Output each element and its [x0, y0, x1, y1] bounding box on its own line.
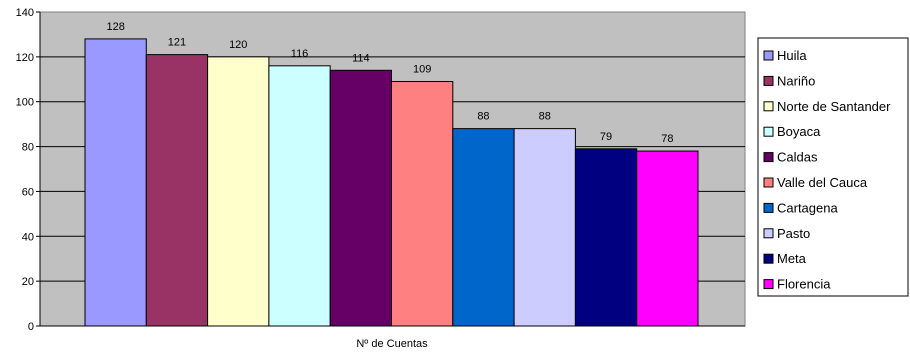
- y-tick-label: 80: [22, 142, 34, 154]
- legend-swatch: [763, 152, 774, 163]
- legend-swatch: [763, 228, 774, 239]
- bar-boyaca: [268, 65, 331, 327]
- bar-pasto: [513, 128, 576, 327]
- data-label: 109: [413, 64, 431, 76]
- data-label: 121: [168, 37, 186, 49]
- bar-nari-o: [145, 54, 209, 327]
- legend-swatch: [763, 126, 774, 137]
- legend-label: Cartagena: [777, 200, 838, 215]
- legend-swatch: [763, 177, 774, 188]
- legend-swatch: [763, 202, 774, 213]
- y-tick-label: 60: [22, 186, 34, 198]
- legend-label: Meta: [777, 251, 807, 266]
- legend-label: Caldas: [777, 150, 818, 165]
- legend-swatch: [763, 50, 774, 61]
- y-tick-label: 0: [28, 321, 34, 333]
- data-label: 116: [291, 48, 309, 60]
- bar-florencia: [636, 150, 699, 327]
- legend-label: Pasto: [777, 226, 810, 241]
- data-label: 120: [229, 39, 247, 51]
- legend-swatch: [763, 279, 774, 290]
- y-tick-label: 100: [16, 97, 34, 109]
- legend-swatch: [763, 253, 774, 264]
- legend-label: Huila: [777, 48, 807, 63]
- bar-norte-de-santander: [207, 56, 270, 327]
- bar-valle-del-cauca: [391, 81, 454, 327]
- legend: Huila Nariño Norte de Santander Boyaca Calda…: [757, 37, 909, 297]
- legend-swatch: [763, 75, 774, 86]
- data-label: 88: [539, 111, 551, 123]
- legend-label: Florencia: [777, 277, 831, 292]
- data-labels: 128 121 120 116 114 109 88 88 79 78: [106, 21, 673, 145]
- bar-caldas: [329, 69, 393, 327]
- x-axis-label: Nº de Cuentas: [356, 338, 428, 350]
- legend-box: [757, 37, 909, 297]
- legend-label: Nariño: [777, 73, 815, 88]
- bar-cartagena: [452, 128, 515, 327]
- data-label: 114: [352, 52, 370, 64]
- y-tick-label: 140: [16, 7, 34, 19]
- legend-label: Boyaca: [777, 124, 821, 139]
- data-label: 88: [477, 111, 489, 123]
- y-axis: 0 20 40 60 80 100 120 140: [16, 7, 745, 333]
- bar-huila: [84, 38, 147, 327]
- data-label: 128: [106, 21, 124, 33]
- data-label: 79: [600, 131, 612, 143]
- data-label: 78: [661, 133, 673, 145]
- legend-swatch: [763, 101, 774, 112]
- y-tick-label: 20: [22, 276, 34, 288]
- bars: [84, 38, 699, 327]
- legend-label: Valle del Cauca: [777, 175, 868, 190]
- y-tick-label: 120: [16, 52, 34, 64]
- y-tick-label: 40: [22, 231, 34, 243]
- legend-label: Norte de Santander: [777, 99, 891, 114]
- bar-meta: [574, 148, 638, 327]
